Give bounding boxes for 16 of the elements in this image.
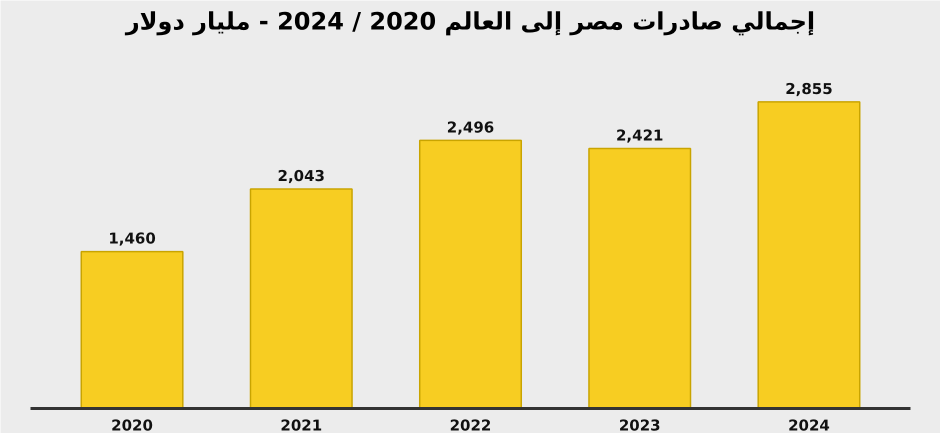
chart-title: إجمالي صادرات مصر إلى العالم 2020 / 2024 - مليار دولار bbox=[124, 8, 816, 36]
x-tick-label: 2020 bbox=[111, 416, 153, 434]
data-label: 2,043 bbox=[278, 167, 325, 186]
bar bbox=[757, 101, 860, 408]
x-tick-label: 2022 bbox=[450, 416, 492, 434]
data-label: 2,855 bbox=[785, 80, 833, 98]
x-tick-label: 2024 bbox=[788, 416, 830, 434]
data-label: 2,496 bbox=[446, 118, 494, 136]
data-label: 2,421 bbox=[616, 126, 664, 144]
data-label: 1,460 bbox=[108, 230, 156, 248]
x-tick-label: 2023 bbox=[618, 416, 661, 434]
bar bbox=[588, 148, 692, 408]
bar bbox=[80, 250, 184, 408]
x-tick-label: 2021 bbox=[280, 416, 322, 434]
bar bbox=[418, 140, 522, 408]
bar bbox=[250, 188, 353, 408]
